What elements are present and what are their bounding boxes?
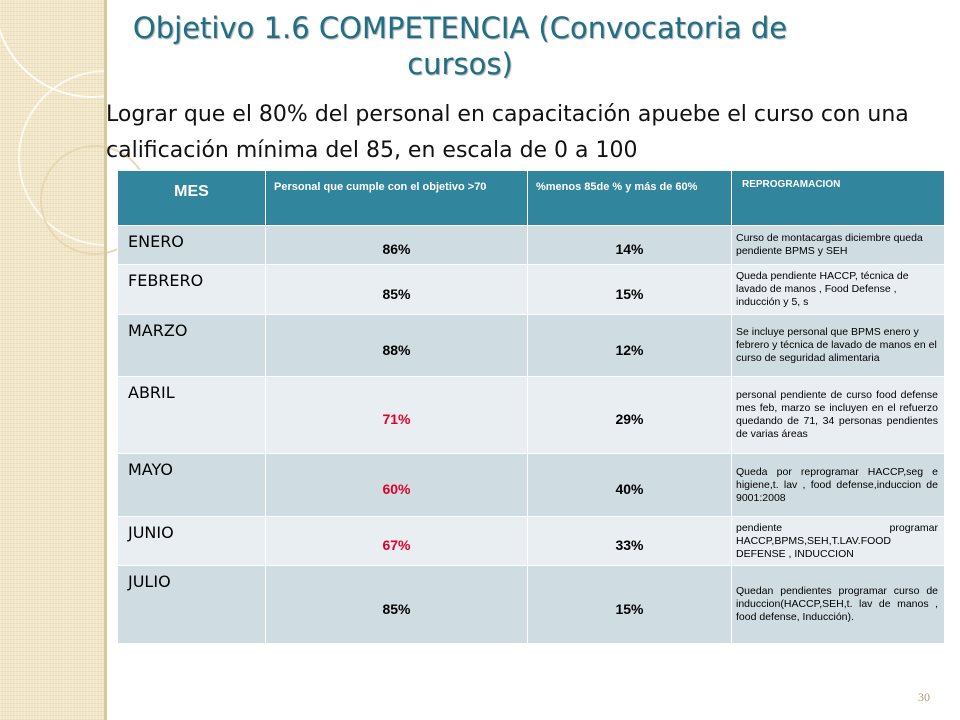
table-row: FEBRERO 85% 15% Queda pendiente HACCP, t… (117, 264, 945, 315)
cell-reprogramacion: Queda por reprogramar HACCP,seg e higien… (731, 453, 945, 517)
cell-reprogramacion: Queda pendiente HACCP, técnica de lavado… (731, 264, 945, 315)
page-number: 30 (918, 690, 930, 704)
cell-cumple: 60% (265, 453, 528, 517)
cell-reprogramacion: Curso de montacargas diciembre queda pen… (731, 225, 945, 265)
cell-reprogramacion: Se incluye personal que BPMS enero y feb… (731, 314, 945, 377)
header-cumple: Personal que cumple con el objetivo >70 (265, 170, 528, 226)
header-mes: MES (117, 170, 266, 226)
cell-cumple: 67% (265, 516, 528, 566)
cell-mes: JUNIO (117, 516, 266, 566)
cell-menos: 40% (527, 453, 732, 517)
table-row: JUNIO 67% 33% pendiente programar HACCP,… (117, 516, 945, 566)
strip-border (104, 0, 107, 720)
cell-cumple: 71% (265, 376, 528, 454)
cell-mes: FEBRERO (117, 264, 266, 315)
table-row: ABRIL 71% 29% personal pendiente de curs… (117, 376, 945, 454)
cell-menos: 12% (527, 314, 732, 377)
header-reprogramacion: REPROGRAMACION (731, 170, 945, 226)
cell-reprogramacion: personal pendiente de curso food defense… (731, 376, 945, 454)
cell-menos: 15% (527, 565, 732, 644)
cell-menos: 14% (527, 225, 732, 265)
slide-title: Objetivo 1.6 COMPETENCIA (Convocatoria d… (132, 11, 788, 81)
table-row: JULIO 85% 15% Quedan pendientes programa… (117, 565, 945, 644)
cell-menos: 29% (527, 376, 732, 454)
slide-subtitle: Lograr que el 80% del personal en capaci… (106, 102, 909, 163)
table-row: ENERO 86% 14% Curso de montacargas dicie… (117, 225, 945, 265)
cell-menos: 15% (527, 264, 732, 315)
header-menos: %menos 85de % y más de 60% (527, 170, 732, 226)
cell-mes: ENERO (117, 225, 266, 265)
cell-cumple: 86% (265, 225, 528, 265)
cell-mes: ABRIL (117, 376, 266, 454)
cell-mes: MARZO (117, 314, 266, 377)
cell-menos: 33% (527, 516, 732, 566)
cell-cumple: 88% (265, 314, 528, 377)
cell-mes: JULIO (117, 565, 266, 644)
cell-cumple: 85% (265, 264, 528, 315)
decorative-left-strip (0, 0, 194, 720)
table-row: MARZO 88% 12% Se incluye personal que BP… (117, 314, 945, 377)
cell-cumple: 85% (265, 565, 528, 644)
cell-reprogramacion: Quedan pendientes programar curso de ind… (731, 565, 945, 644)
cell-mes: MAYO (117, 453, 266, 517)
table-row: MAYO 60% 40% Queda por reprogramar HACCP… (117, 453, 945, 517)
cell-reprogramacion: pendiente programar HACCP,BPMS,SEH,T.LAV… (731, 516, 945, 566)
training-table: MES Personal que cumple con el objetivo … (117, 170, 945, 644)
table-header-row: MES Personal que cumple con el objetivo … (117, 170, 945, 226)
